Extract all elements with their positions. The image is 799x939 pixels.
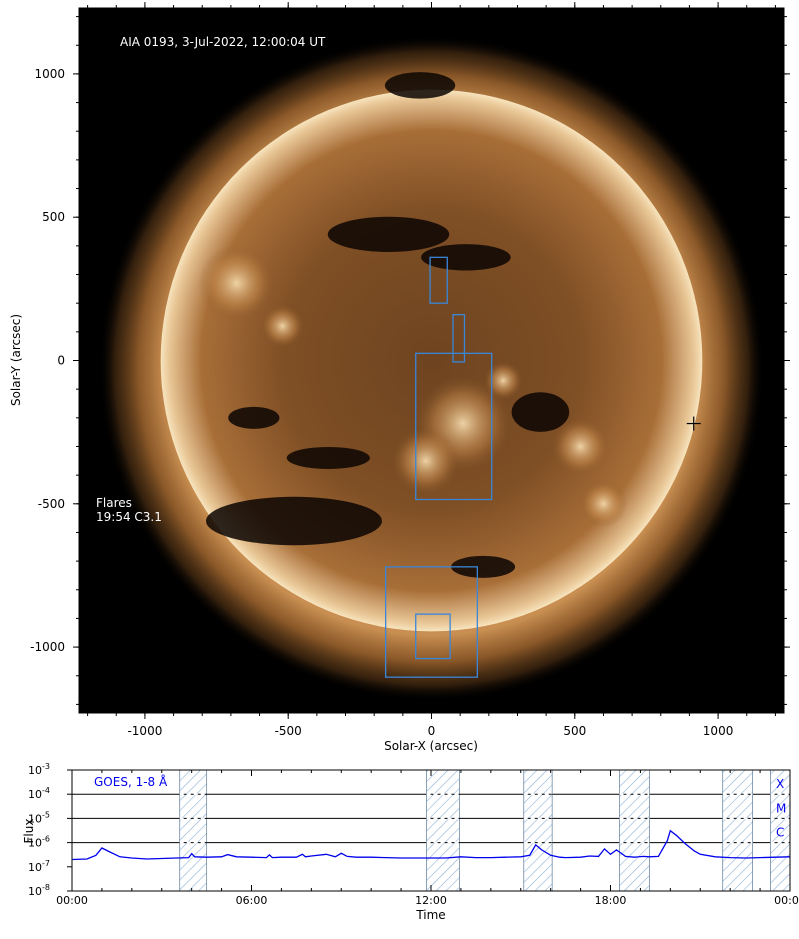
goes-class-label: M — [776, 801, 786, 815]
goes-x-tick-label: 12:00 — [415, 894, 447, 907]
y-tick-label: -500 — [38, 497, 65, 511]
solar-disk — [160, 89, 703, 632]
flare-marker — [686, 416, 701, 431]
image-x-axis: -1000 -500 0 500 1000 — [87, 2, 776, 738]
goes-y-tick-exponent: -6 — [42, 835, 50, 844]
active-region — [198, 244, 276, 322]
shaded-interval — [426, 770, 460, 891]
region-box — [384, 566, 479, 678]
x-tick-label: -1000 — [127, 724, 162, 738]
x-tick-label: -500 — [275, 724, 302, 738]
image-x-label: Solar-X (arcsec) — [384, 739, 478, 753]
solar-image-panel: -1000 -500 0 500 1000 1000 500 0 -500 -1000 AIA … — [9, 2, 790, 753]
goes-x-tick-label: 06:00 — [236, 894, 268, 907]
shaded-interval — [619, 770, 650, 891]
active-region — [260, 304, 305, 348]
active-region — [551, 417, 610, 476]
x-tick-label: 500 — [563, 724, 586, 738]
active-region — [392, 427, 460, 495]
goes-title: GOES, 1-8 Å — [94, 774, 168, 789]
goes-y-tick-label: 10-4 — [28, 786, 50, 801]
coronal-hole — [421, 244, 511, 271]
coronal-hole — [228, 406, 280, 429]
goes-x-axis: 00:00 06:00 12:00 18:00 00:00 — [56, 770, 799, 907]
goes-y-tick-label: 10-8 — [28, 883, 50, 898]
active-region — [579, 479, 628, 528]
region-boxes — [384, 256, 493, 678]
goes-y-tick-exponent: -3 — [42, 762, 50, 771]
flares-label: Flares — [96, 496, 132, 510]
flare-entry: 19:54 C3.1 — [96, 510, 162, 524]
goes-y-label: Flux — [22, 819, 36, 844]
coronal-hole — [384, 72, 456, 99]
goes-y-tick-exponent: -4 — [42, 786, 50, 795]
goes-class-label: C — [776, 826, 784, 840]
image-y-axis: 1000 500 0 -500 -1000 — [30, 16, 790, 705]
region-box — [452, 313, 466, 363]
region-box — [429, 256, 448, 304]
goes-y-tick-exponent: -7 — [42, 859, 50, 868]
goes-y-tick-exponent: -5 — [42, 810, 50, 819]
region-box — [415, 613, 451, 660]
goes-class-label: X — [776, 777, 784, 791]
shaded-interval — [523, 770, 553, 891]
goes-class-labels: XMC — [776, 777, 786, 839]
x-tick-label: 1000 — [703, 724, 734, 738]
goes-x-tick-label: 00:00 — [774, 894, 799, 907]
image-y-label: Solar-Y (arcsec) — [9, 314, 23, 406]
disk-features — [198, 72, 628, 578]
goes-x-tick-label: 18:00 — [595, 894, 627, 907]
shaded-interval — [722, 770, 754, 891]
active-region — [483, 361, 523, 400]
coronal-hole — [327, 216, 450, 253]
coronal-hole — [205, 496, 382, 546]
y-tick-label: -1000 — [30, 640, 65, 654]
y-tick-label: 500 — [42, 210, 65, 224]
image-title: AIA 0193, 3-Jul-2022, 12:00:04 UT — [120, 35, 326, 49]
shaded-interval — [179, 770, 208, 891]
region-box — [415, 352, 493, 501]
x-tick-label: 0 — [428, 724, 436, 738]
goes-class-levels — [72, 793, 790, 844]
goes-y-tick-label: 10-3 — [28, 762, 50, 777]
goes-y-tick-label: 10-7 — [28, 859, 50, 874]
y-tick-label: 0 — [57, 354, 65, 368]
coronal-hole — [511, 392, 570, 432]
goes-y-tick-exponent: -8 — [42, 883, 50, 892]
y-tick-label: 1000 — [34, 67, 65, 81]
goes-shaded-intervals — [179, 770, 790, 891]
coronal-hole — [286, 446, 370, 469]
goes-x-label: Time — [415, 908, 445, 922]
coronal-hole — [451, 555, 516, 578]
goes-flux-line — [72, 829, 790, 861]
goes-x-tick-label: 00:00 — [56, 894, 88, 907]
